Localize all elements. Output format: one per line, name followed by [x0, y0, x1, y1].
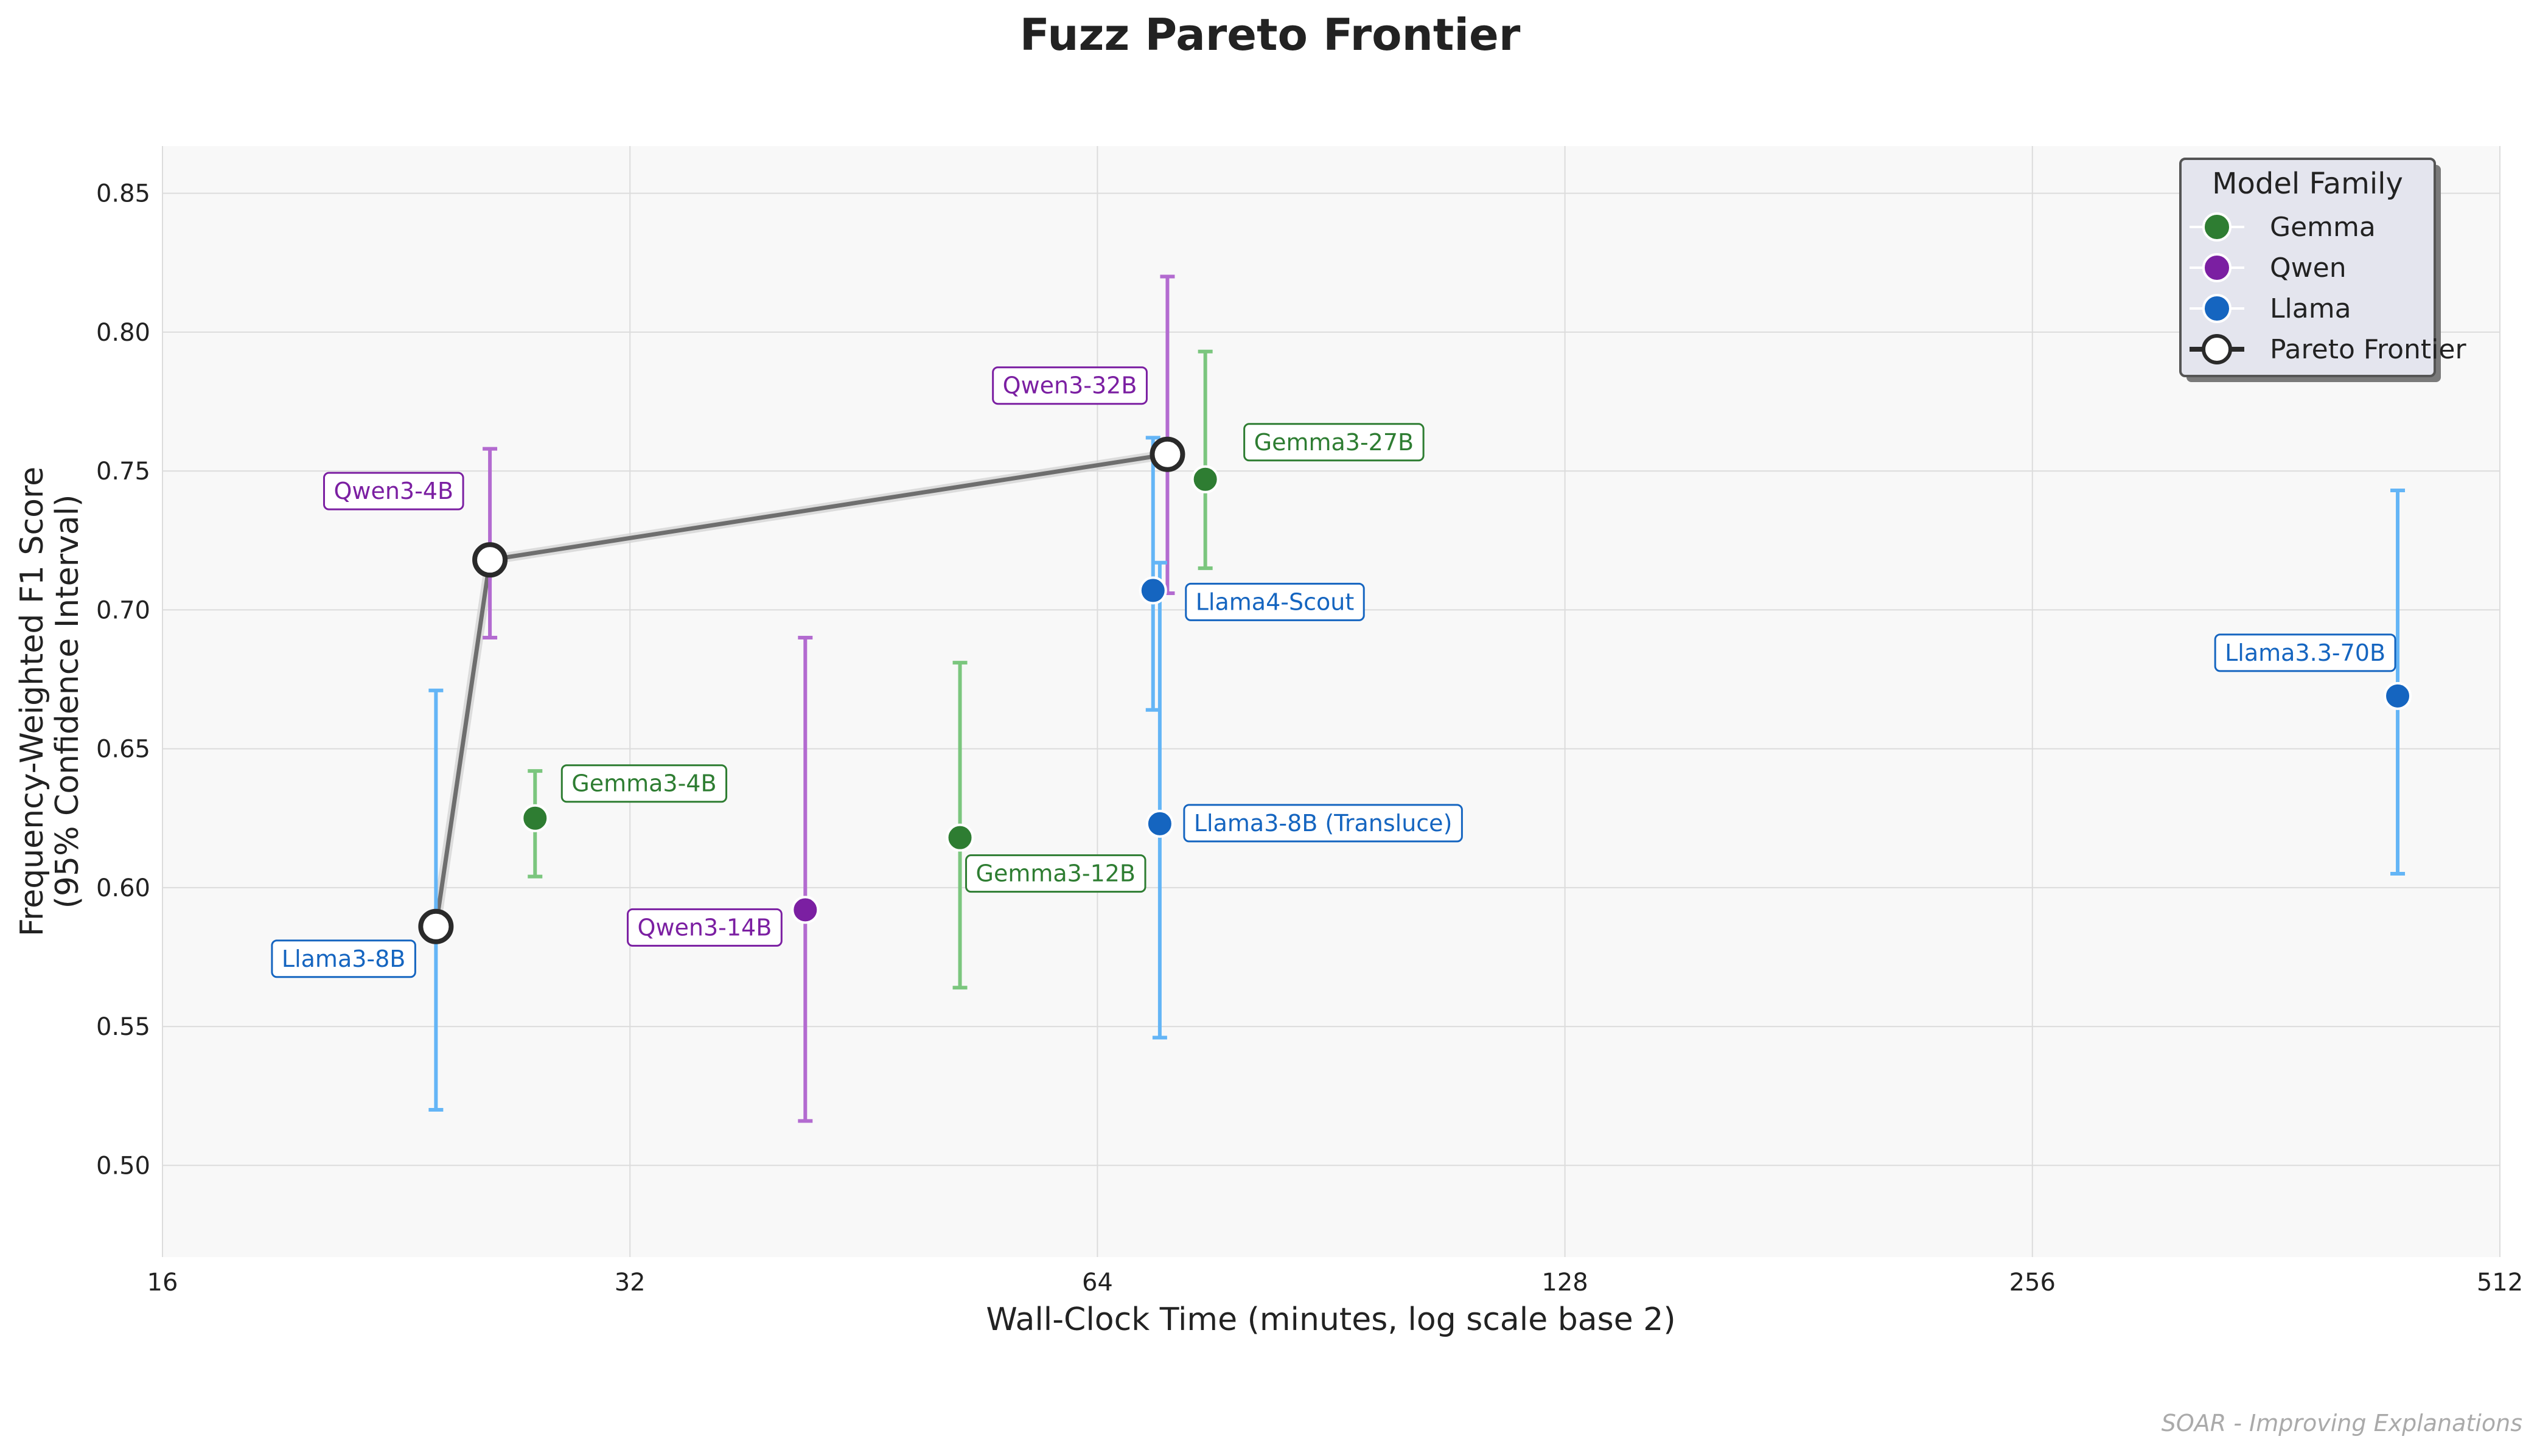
pareto-point-qwen3-32b	[1150, 436, 1185, 472]
label-box	[560, 764, 728, 803]
point-gemma3-4b	[521, 804, 550, 832]
legend-marker	[2202, 212, 2232, 242]
errorbar-llama4-scout	[1145, 436, 1160, 712]
errorbar-gemma3-27b	[1198, 349, 1213, 570]
legend-item-gemma: Gemma	[2190, 212, 2376, 243]
point-llama3-3-70b	[2384, 681, 2412, 710]
legend-item-pareto-frontier: Pareto Frontier	[2190, 334, 2466, 365]
point-label-text: Llama3.3-70B	[2225, 639, 2385, 666]
label-qwen3-32b: Qwen3-32B	[992, 366, 1148, 405]
chart-title: Fuzz Pareto Frontier	[1020, 9, 1521, 60]
pareto-point-llama3-8b	[418, 908, 454, 944]
label-layer: Gemma3-4B Gemma3-12B Gemma3-27B Qwen3-4B Qwe…	[271, 366, 2396, 978]
legend-title: Model Family	[2212, 167, 2403, 201]
y-axis-label-group: Frequency-Weighted F1 Score (95% Confide…	[14, 467, 86, 936]
point-label-text: Llama3-8B	[282, 946, 405, 972]
legend-box	[2179, 158, 2436, 377]
point-label-text: Gemma3-27B	[1254, 429, 1414, 456]
pareto-point-qwen3-4b	[472, 542, 508, 578]
legend-marker	[2202, 294, 2232, 323]
legend-label: Gemma	[2270, 212, 2376, 243]
label-box	[1243, 423, 1425, 462]
label-llama3-8b: Llama3-8B	[271, 939, 416, 978]
x-tick-label: 512	[2477, 1269, 2523, 1297]
label-box	[627, 908, 783, 947]
y-tick-label: 0.55	[96, 1013, 150, 1041]
point-gemma3-27b	[1191, 465, 1220, 493]
label-llama3-3-70b: Llama3.3-70B	[2214, 633, 2396, 672]
legend-label: Llama	[2270, 293, 2351, 324]
point-layer	[418, 436, 2412, 944]
y-axis-label-line1: Frequency-Weighted F1 Score	[14, 467, 51, 936]
watermark: SOAR - Improving Explanations	[2162, 1410, 2522, 1437]
x-tick-label: 128	[1541, 1269, 1588, 1297]
legend-pareto-marker	[2202, 334, 2232, 364]
legend-label: Pareto Frontier	[2270, 334, 2466, 365]
label-box	[1183, 804, 1463, 843]
point-label-text: Llama4-Scout	[1196, 588, 1354, 615]
label-llama3-8b-transluce: Llama3-8B (Transluce)	[1183, 804, 1463, 843]
label-qwen3-14b: Qwen3-14B	[627, 908, 783, 947]
legend-item-qwen: Qwen	[2190, 253, 2347, 284]
grid-layer	[162, 146, 2500, 1257]
y-axis-label-line2: (95% Confidence Interval)	[49, 495, 86, 909]
x-axis-label: Wall-Clock Time (minutes, log scale base…	[986, 1301, 1675, 1338]
y-tick-label: 0.85	[96, 180, 150, 208]
x-tick-label: 32	[615, 1269, 646, 1297]
y-tick-label: 0.65	[96, 736, 150, 764]
point-label-text: Qwen3-14B	[638, 914, 772, 941]
legend: Model Family Gemma Qwen Llama Pareto Fronti…	[2179, 158, 2466, 382]
label-box	[323, 472, 464, 510]
point-qwen3-14b	[791, 896, 820, 924]
label-box	[271, 939, 416, 978]
legend-items: Gemma Qwen Llama Pareto Frontier	[2190, 212, 2466, 365]
x-tick-label: 64	[1082, 1269, 1113, 1297]
errorbar-llama3-8b	[428, 688, 444, 1112]
errorbar-qwen3-14b	[798, 636, 813, 1123]
point-label-text: Llama3-8B (Transluce)	[1194, 810, 1453, 837]
tick-layer: 16 32 64 128 256 512 0.50 0.55 0.60 0.65 0.70 0.75 0…	[96, 180, 2523, 1297]
label-gemma3-12b: Gemma3-12B	[965, 854, 1146, 893]
label-gemma3-4b: Gemma3-4B	[560, 764, 728, 803]
y-tick-label: 0.50	[96, 1152, 150, 1180]
y-tick-label: 0.75	[96, 458, 150, 486]
label-llama4-scout: Llama4-Scout	[1185, 582, 1365, 621]
legend-marker	[2202, 253, 2232, 282]
legend-label: Qwen	[2270, 253, 2347, 284]
label-box	[965, 854, 1146, 893]
label-box	[2214, 633, 2396, 672]
point-gemma3-12b	[946, 823, 974, 852]
label-box	[992, 366, 1148, 405]
y-tick-label: 0.70	[96, 596, 150, 624]
point-label-text: Qwen3-4B	[333, 478, 453, 504]
point-label-text: Gemma3-12B	[976, 860, 1136, 887]
point-label-text: Gemma3-4B	[571, 770, 716, 797]
x-tick-label: 16	[147, 1269, 178, 1297]
legend-item-llama: Llama	[2190, 293, 2351, 324]
errorbar-layer	[428, 274, 2406, 1123]
point-llama4-scout	[1139, 576, 1167, 605]
y-tick-label: 0.60	[96, 874, 150, 902]
point-llama3-8b-transluce	[1145, 809, 1174, 838]
errorbar-llama3-8b-transluce	[1152, 560, 1167, 1040]
plot-area-background	[162, 146, 2500, 1257]
y-tick-label: 0.80	[96, 319, 150, 347]
label-box	[1185, 582, 1365, 621]
x-tick-label: 256	[2009, 1269, 2056, 1297]
label-gemma3-27b: Gemma3-27B	[1243, 423, 1425, 462]
point-label-text: Qwen3-32B	[1003, 372, 1137, 399]
label-qwen3-4b: Qwen3-4B	[323, 472, 464, 510]
